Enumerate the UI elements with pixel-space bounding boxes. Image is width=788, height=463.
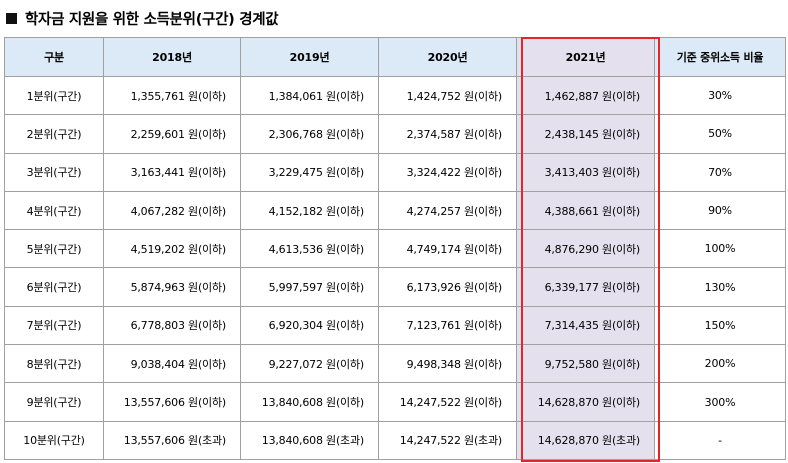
- value-2018-cell: 13,557,606 원(이하): [103, 382, 241, 422]
- bracket-label-cell: 7분위(구간): [4, 305, 104, 346]
- value-2018-cell: 4,519,202 원(이하): [103, 229, 241, 269]
- value-2018-cell: 6,778,803 원(이하): [103, 305, 241, 346]
- value-2018-cell: 3,163,441 원(이하): [103, 152, 241, 192]
- median-ratio-cell: 300%: [654, 382, 786, 422]
- bracket-label-cell: 8분위(구간): [4, 344, 104, 384]
- value-2020-cell: 4,274,257 원(이하): [378, 190, 517, 231]
- square-bullet-icon: [6, 12, 17, 24]
- table-header-row: 구분 2018년 2019년 2020년 2021년 기준 중위소득 비율: [4, 37, 786, 77]
- table-body: 1분위(구간) 1,355,761 원(이하) 1,384,061 원(이하) 1,4…: [4, 75, 786, 460]
- median-ratio-cell: 130%: [654, 267, 786, 307]
- header-2021: 2021년: [516, 37, 655, 77]
- header-median-income-ratio: 기준 중위소득 비율: [654, 37, 786, 77]
- value-2018-cell: 1,355,761 원(이하): [103, 75, 241, 116]
- table-row: 2분위(구간) 2,259,601 원(이하) 2,306,768 원(이하) 2,3…: [4, 114, 786, 154]
- table-row: 8분위(구간) 9,038,404 원(이하) 9,227,072 원(이하) 9,4…: [4, 344, 786, 384]
- value-2021-cell: 9,752,580 원(이하): [516, 344, 655, 384]
- value-2019-cell: 3,229,475 원(이하): [240, 152, 379, 192]
- value-2020-cell: 9,498,348 원(이하): [378, 344, 517, 384]
- income-bracket-table: 구분 2018년 2019년 2020년 2021년 기준 중위소득 비율 1분…: [4, 37, 786, 460]
- value-2020-cell: 2,374,587 원(이하): [378, 114, 517, 154]
- bracket-label-cell: 10분위(구간): [4, 420, 104, 460]
- value-2018-cell: 5,874,963 원(이하): [103, 267, 241, 307]
- value-2018-cell: 13,557,606 원(초과): [103, 420, 241, 460]
- value-2021-cell: 14,628,870 원(초과): [516, 420, 655, 460]
- header-category: 구분: [4, 37, 104, 77]
- value-2021-cell: 4,388,661 원(이하): [516, 190, 655, 231]
- bracket-label-cell: 1분위(구간): [4, 75, 104, 116]
- value-2020-cell: 14,247,522 원(초과): [378, 420, 517, 460]
- table-row: 1분위(구간) 1,355,761 원(이하) 1,384,061 원(이하) 1,4…: [4, 75, 786, 116]
- value-2020-cell: 7,123,761 원(이하): [378, 305, 517, 346]
- bracket-label-cell: 6분위(구간): [4, 267, 104, 307]
- median-ratio-cell: 30%: [654, 75, 786, 116]
- value-2021-cell: 14,628,870 원(이하): [516, 382, 655, 422]
- median-ratio-cell: -: [654, 420, 786, 460]
- value-2019-cell: 5,997,597 원(이하): [240, 267, 379, 307]
- median-ratio-cell: 100%: [654, 229, 786, 269]
- median-ratio-cell: 150%: [654, 305, 786, 346]
- value-2020-cell: 4,749,174 원(이하): [378, 229, 517, 269]
- header-2019: 2019년: [240, 37, 379, 77]
- value-2019-cell: 13,840,608 원(이하): [240, 382, 379, 422]
- table-row: 10분위(구간) 13,557,606 원(초과) 13,840,608 원(초과)…: [4, 420, 786, 460]
- table-row: 9분위(구간) 13,557,606 원(이하) 13,840,608 원(이하) 1…: [4, 382, 786, 422]
- value-2019-cell: 2,306,768 원(이하): [240, 114, 379, 154]
- table-row: 7분위(구간) 6,778,803 원(이하) 6,920,304 원(이하) 7,1…: [4, 305, 786, 346]
- value-2018-cell: 4,067,282 원(이하): [103, 190, 241, 231]
- bracket-label-cell: 9분위(구간): [4, 382, 104, 422]
- page-title: 학자금 지원을 위한 소득분위(구간) 경계값: [6, 6, 279, 30]
- value-2019-cell: 9,227,072 원(이하): [240, 344, 379, 384]
- value-2019-cell: 6,920,304 원(이하): [240, 305, 379, 346]
- value-2021-cell: 4,876,290 원(이하): [516, 229, 655, 269]
- value-2019-cell: 4,613,536 원(이하): [240, 229, 379, 269]
- page-title-text: 학자금 지원을 위한 소득분위(구간) 경계값: [25, 11, 279, 28]
- value-2020-cell: 14,247,522 원(이하): [378, 382, 517, 422]
- bracket-label-cell: 4분위(구간): [4, 190, 104, 231]
- bracket-label-cell: 5분위(구간): [4, 229, 104, 269]
- bracket-label-cell: 3분위(구간): [4, 152, 104, 192]
- value-2020-cell: 3,324,422 원(이하): [378, 152, 517, 192]
- value-2019-cell: 13,840,608 원(초과): [240, 420, 379, 460]
- table-row: 6분위(구간) 5,874,963 원(이하) 5,997,597 원(이하) 6,1…: [4, 267, 786, 307]
- value-2019-cell: 4,152,182 원(이하): [240, 190, 379, 231]
- value-2021-cell: 1,462,887 원(이하): [516, 75, 655, 116]
- median-ratio-cell: 90%: [654, 190, 786, 231]
- value-2021-cell: 6,339,177 원(이하): [516, 267, 655, 307]
- value-2018-cell: 2,259,601 원(이하): [103, 114, 241, 154]
- header-2020: 2020년: [378, 37, 517, 77]
- value-2018-cell: 9,038,404 원(이하): [103, 344, 241, 384]
- table-row: 3분위(구간) 3,163,441 원(이하) 3,229,475 원(이하) 3,3…: [4, 152, 786, 192]
- table-row: 5분위(구간) 4,519,202 원(이하) 4,613,536 원(이하) 4,7…: [4, 229, 786, 269]
- value-2019-cell: 1,384,061 원(이하): [240, 75, 379, 116]
- median-ratio-cell: 200%: [654, 344, 786, 384]
- header-2018: 2018년: [103, 37, 241, 77]
- value-2020-cell: 1,424,752 원(이하): [378, 75, 517, 116]
- value-2021-cell: 2,438,145 원(이하): [516, 114, 655, 154]
- median-ratio-cell: 70%: [654, 152, 786, 192]
- value-2021-cell: 7,314,435 원(이하): [516, 305, 655, 346]
- value-2020-cell: 6,173,926 원(이하): [378, 267, 517, 307]
- table-row: 4분위(구간) 4,067,282 원(이하) 4,152,182 원(이하) 4,2…: [4, 190, 786, 231]
- value-2021-cell: 3,413,403 원(이하): [516, 152, 655, 192]
- median-ratio-cell: 50%: [654, 114, 786, 154]
- bracket-label-cell: 2분위(구간): [4, 114, 104, 154]
